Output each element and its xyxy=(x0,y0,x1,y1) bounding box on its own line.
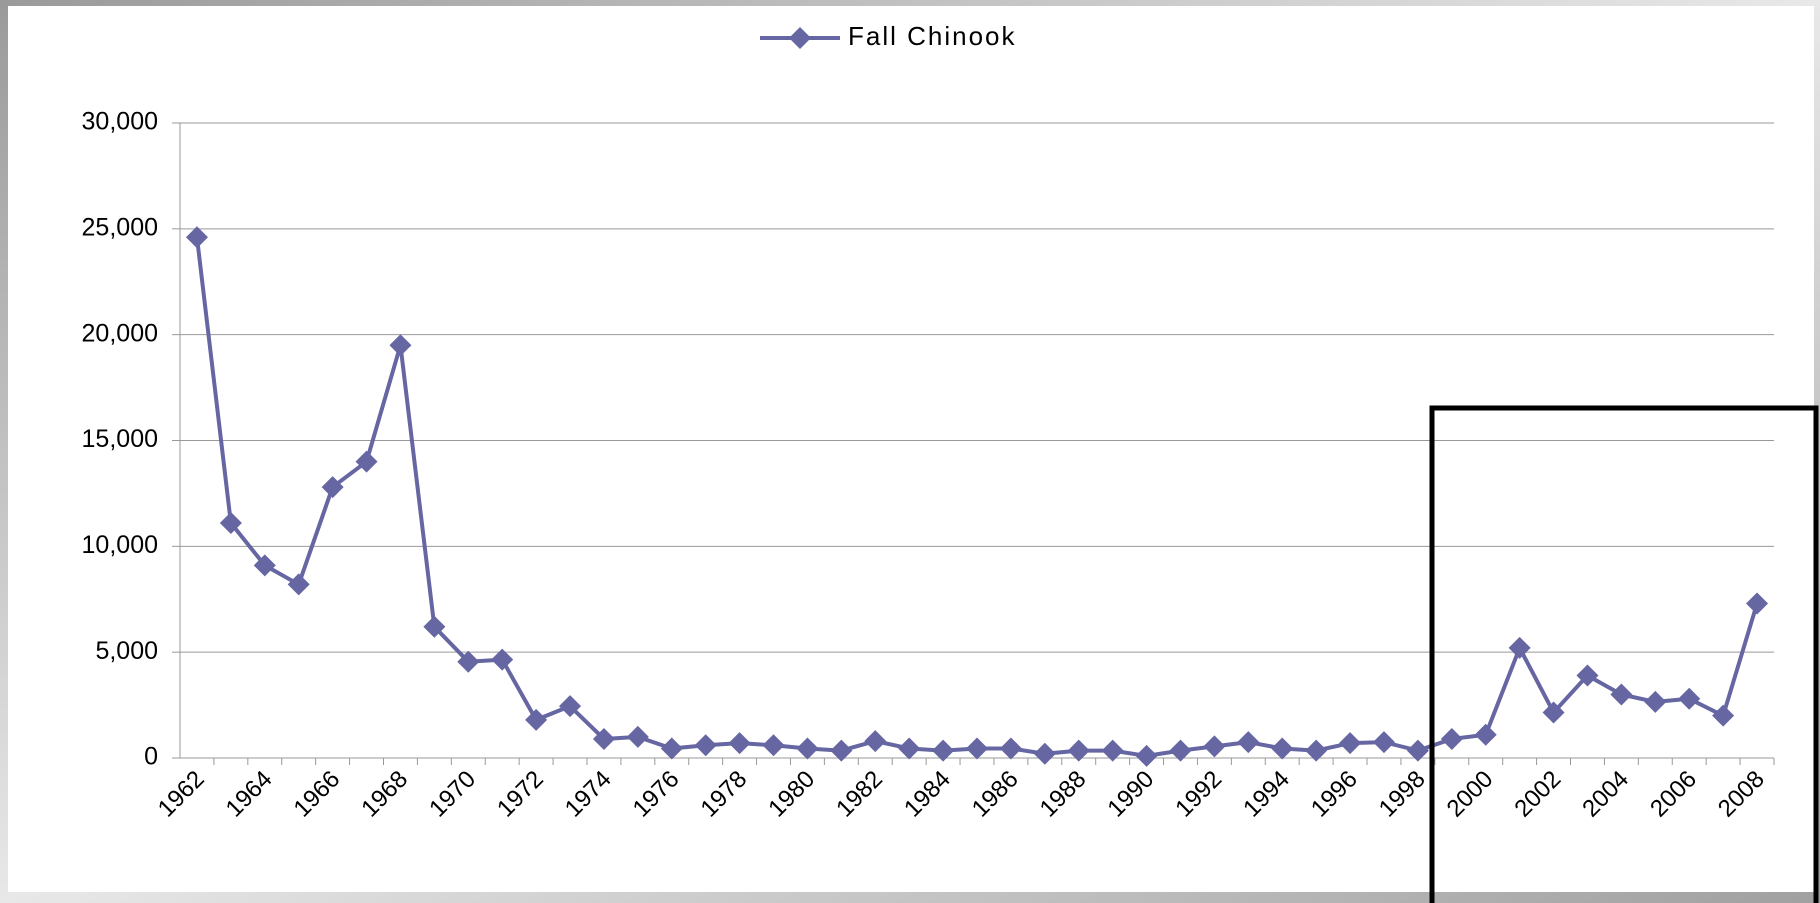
data-point xyxy=(185,226,208,249)
data-point xyxy=(1339,732,1362,755)
data-point xyxy=(1271,737,1294,760)
data-point xyxy=(1712,704,1735,727)
data-point xyxy=(592,727,615,750)
data-point xyxy=(1576,664,1599,687)
data-point xyxy=(355,450,378,473)
data-point xyxy=(525,708,548,731)
y-tick-label: 25,000 xyxy=(82,213,158,241)
y-tick-label: 15,000 xyxy=(82,425,158,453)
data-point xyxy=(898,737,921,760)
data-point xyxy=(864,730,887,753)
data-point xyxy=(932,739,955,762)
data-point xyxy=(219,512,242,535)
data-point xyxy=(694,734,717,757)
data-point xyxy=(999,737,1022,760)
data-point xyxy=(1644,690,1667,713)
data-point xyxy=(1372,731,1395,754)
y-tick-label: 10,000 xyxy=(82,531,158,559)
data-point xyxy=(1508,636,1531,659)
data-point xyxy=(491,648,514,671)
chart-area xyxy=(8,6,1814,892)
y-tick-label: 30,000 xyxy=(82,108,158,136)
data-point xyxy=(389,334,412,357)
data-point xyxy=(1610,683,1633,706)
data-point xyxy=(287,573,310,596)
data-point xyxy=(1305,739,1328,762)
data-point xyxy=(1237,731,1260,754)
data-point xyxy=(423,615,446,638)
data-point xyxy=(321,476,344,499)
data-point xyxy=(457,650,480,673)
data-point xyxy=(1440,727,1463,750)
legend-marker xyxy=(789,27,811,49)
data-point xyxy=(660,737,683,760)
data-point xyxy=(1067,739,1090,762)
data-point xyxy=(1746,592,1769,615)
data-point xyxy=(728,732,751,755)
data-point xyxy=(762,734,785,757)
data-point xyxy=(559,695,582,718)
data-point xyxy=(830,739,853,762)
data-point xyxy=(1678,687,1701,710)
data-point xyxy=(1169,739,1192,762)
data-point xyxy=(1542,701,1565,724)
highlight-box xyxy=(1429,405,1819,903)
data-point xyxy=(1135,744,1158,767)
data-point xyxy=(1101,739,1124,762)
data-point xyxy=(1406,739,1429,762)
y-tick-label: 0 xyxy=(144,743,158,771)
data-point xyxy=(1474,723,1497,746)
data-point xyxy=(966,737,988,760)
y-tick-label: 5,000 xyxy=(95,637,158,665)
data-point xyxy=(1033,742,1056,765)
data-point xyxy=(1203,735,1226,758)
data-point xyxy=(796,737,819,760)
data-point xyxy=(253,554,276,577)
y-tick-label: 20,000 xyxy=(82,319,158,347)
data-point xyxy=(626,725,649,748)
legend-label: Fall Chinook xyxy=(848,21,1017,51)
